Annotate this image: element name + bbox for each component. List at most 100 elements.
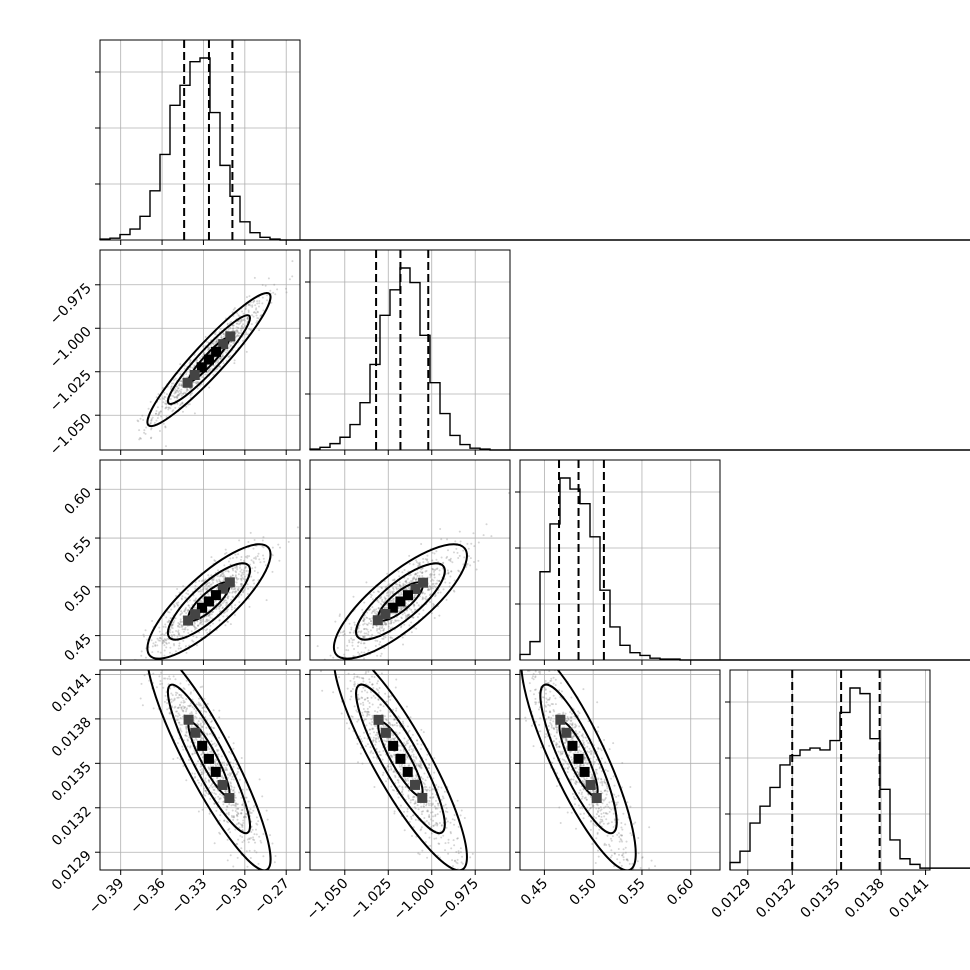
sample-point [155, 419, 158, 422]
sample-point [140, 682, 143, 685]
sample-point [237, 595, 240, 598]
sample-point [219, 580, 222, 583]
sample-point [158, 411, 161, 414]
sample-point [225, 767, 228, 770]
sample-point [138, 438, 141, 441]
sample-point [425, 559, 428, 562]
sample-point [407, 613, 410, 616]
sample-point [417, 604, 420, 607]
sample-point [444, 842, 447, 845]
sample-point [375, 687, 378, 690]
sample-point [218, 365, 221, 368]
sample-point [197, 701, 200, 704]
sample-point [142, 418, 145, 421]
sample-point [570, 758, 573, 761]
sample-point [216, 580, 219, 583]
sample-point [420, 775, 423, 778]
sample-point [205, 618, 208, 621]
sample-point [404, 580, 407, 583]
sample-point [178, 721, 181, 724]
sample-point [230, 785, 233, 788]
sample-point [140, 650, 143, 653]
sample-point [197, 760, 200, 763]
sample-point [174, 391, 177, 394]
sample-point [226, 610, 229, 613]
sample-point [240, 324, 243, 327]
sample-point [213, 761, 216, 764]
sample-point [245, 812, 248, 815]
sample-point [581, 795, 584, 798]
sample-point [204, 587, 207, 590]
sample-point [224, 791, 227, 794]
sample-point [269, 834, 272, 837]
sample-point [265, 877, 267, 879]
sample-point [218, 797, 221, 800]
sample-point [414, 578, 417, 581]
sample-point [227, 813, 230, 816]
sample-point [431, 567, 434, 570]
sample-point [249, 812, 252, 815]
sample-point [175, 385, 178, 388]
sample-point [430, 788, 433, 791]
sample-point [192, 625, 195, 628]
sample-point [601, 782, 604, 785]
sample-point [230, 608, 233, 611]
sample-point [162, 387, 165, 390]
sample-point [370, 635, 373, 638]
sample-point [232, 803, 235, 806]
sample-point [250, 831, 253, 834]
sample-point [262, 557, 265, 560]
sample-point [174, 617, 177, 620]
sample-point [202, 737, 205, 740]
sample-point [413, 604, 416, 607]
sample-point [165, 400, 168, 403]
sample-point [428, 836, 431, 839]
sample-point [357, 651, 360, 654]
sample-point [363, 601, 366, 604]
sample-point [219, 357, 222, 360]
sample-point [629, 832, 632, 835]
sample-point [185, 727, 188, 730]
sample-point [199, 724, 202, 727]
sample-point [178, 714, 181, 717]
sample-point [400, 608, 403, 611]
sample-point [382, 601, 385, 604]
sample-point [422, 805, 425, 808]
sample-point [190, 725, 193, 728]
sample-point [235, 763, 238, 766]
sample-point [385, 719, 388, 722]
sample-point [592, 790, 595, 793]
sample-point [412, 749, 415, 752]
sample-point [191, 753, 194, 756]
sample-point [440, 836, 443, 839]
sample-point [157, 413, 160, 416]
sample-point [365, 581, 368, 584]
sample-point [185, 679, 188, 682]
sample-point [552, 682, 555, 685]
sample-point [177, 647, 180, 650]
sample-point [386, 737, 389, 740]
sample-point [330, 661, 332, 663]
sample-point [271, 570, 274, 573]
sample-point [193, 606, 196, 609]
sample-point [197, 810, 200, 813]
sample-point [389, 620, 392, 623]
sample-point [180, 384, 183, 387]
sample-point [205, 582, 208, 585]
sample-point [232, 329, 235, 332]
sample-point [178, 694, 181, 697]
sample-point [158, 639, 161, 642]
sample-point [178, 703, 181, 706]
sample-point [236, 568, 239, 571]
sample-point [179, 404, 182, 407]
sample-point [253, 849, 256, 852]
sample-point [426, 788, 429, 791]
sample-point [353, 638, 356, 641]
sample-point [336, 646, 339, 649]
sample-point [240, 582, 243, 585]
sample-point [176, 635, 179, 638]
sample-point [183, 391, 186, 394]
sample-point [431, 587, 434, 590]
sample-point [216, 750, 219, 753]
histogram-1 [309, 267, 970, 451]
